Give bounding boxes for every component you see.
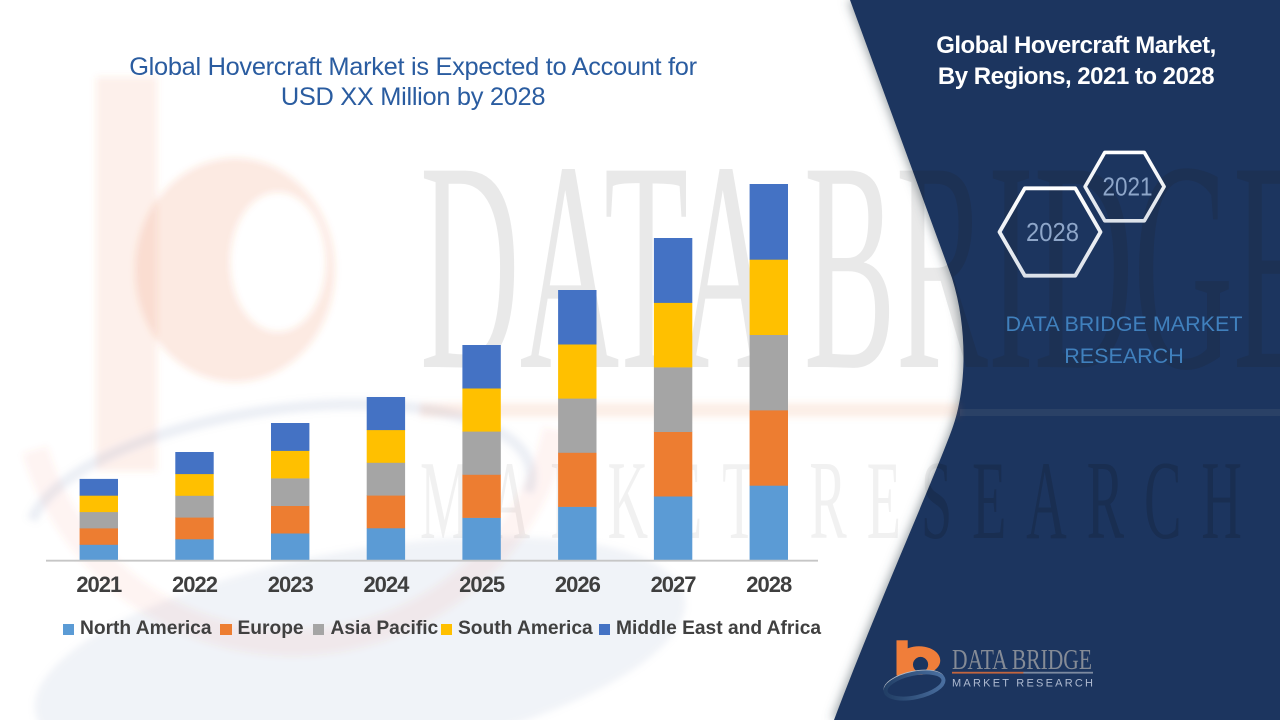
svg-text:DATA BRIDGE: DATA BRIDGE [952, 645, 1092, 676]
svg-text:2021: 2021 [1103, 172, 1153, 202]
svg-text:MARKET RESEARCH: MARKET RESEARCH [420, 439, 1262, 563]
svg-text:2028: 2028 [1026, 219, 1079, 247]
svg-text:MARKET RESEARCH: MARKET RESEARCH [952, 678, 1093, 690]
